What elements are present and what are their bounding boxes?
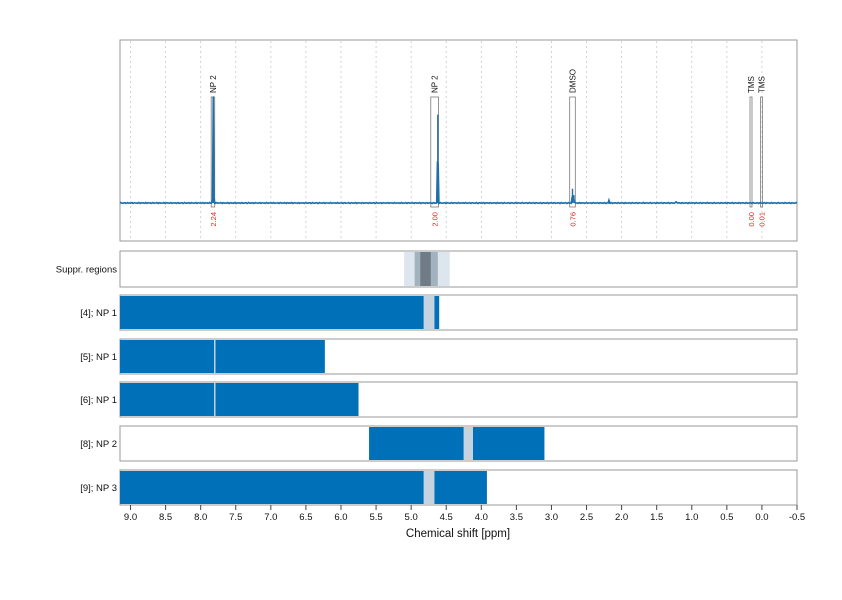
peak-label: TMS (747, 76, 756, 93)
row-label: [8]; NP 2 (80, 439, 117, 450)
peak-box (760, 96, 763, 208)
row-label: [6]; NP 1 (80, 395, 117, 406)
row-gap (423, 296, 435, 329)
integral-label: 2.24 (209, 212, 218, 227)
integration-rows: [4]; NP 1 [5]; NP 1 [6]; NP 1 [8]; NP 2 [9];… (80, 294, 798, 506)
x-tick-label: 2.5 (580, 512, 593, 523)
row-frame (119, 425, 798, 462)
suppression-label: Suppr. regions (56, 265, 118, 276)
x-tick-label: 8.5 (159, 512, 172, 523)
integral-label: 0.76 (569, 212, 578, 227)
x-tick-label: 9.0 (124, 512, 137, 523)
x-tick-label: 3.0 (545, 512, 558, 523)
x-tick-label: 2.0 (615, 512, 628, 523)
peak-box (569, 96, 576, 208)
x-axis-label: Chemical shift [ppm] (406, 528, 510, 540)
row-label: [5]; NP 1 (80, 352, 117, 363)
row-bar (434, 296, 440, 329)
row-gap (463, 427, 473, 460)
row-bar (369, 427, 464, 460)
suppression-frame (119, 250, 798, 288)
row-label: [4]; NP 1 (80, 308, 117, 319)
peak-label: NP 2 (209, 75, 218, 93)
row-bar (434, 471, 487, 504)
x-tick-label: 6.0 (334, 512, 347, 523)
row-bar (120, 296, 424, 329)
peak-label: NP 2 (431, 75, 440, 93)
row-bar (472, 427, 545, 460)
x-tick-label: 5.5 (369, 512, 382, 523)
x-tick-label: 1.5 (650, 512, 663, 523)
row-gap (423, 471, 435, 504)
row-gap (214, 383, 216, 416)
spectrum-frame (119, 39, 798, 242)
x-axis: 9.0 8.5 8.0 7.5 7.0 6.5 6.0 5.5 5.0 4.5 4.0 3.5 3.0 2… (124, 505, 805, 523)
x-tick-label: 1.0 (685, 512, 698, 523)
row-bar (120, 471, 424, 504)
x-tick-label: -0.5 (789, 512, 805, 523)
spectrum-panel: NP 2 2.24 NP 2 2.00 DMSO 0.76 TMS 0.00 TMS 0.01 (119, 39, 798, 242)
row-gap (214, 340, 216, 373)
peak-label: DMSO (569, 69, 578, 93)
peak-box (749, 96, 753, 208)
spectrum-trace (119, 96, 798, 205)
x-tick-label: 0.0 (755, 512, 768, 523)
row-bar (120, 383, 359, 416)
x-tick-label: 8.0 (194, 512, 207, 523)
peak-label: TMS (758, 76, 767, 93)
x-tick-label: 3.5 (510, 512, 523, 523)
x-tick-label: 0.5 (720, 512, 733, 523)
x-tick-label: 7.0 (264, 512, 277, 523)
x-tick-label: 4.0 (475, 512, 488, 523)
grid-lines (130, 41, 763, 240)
peak-box (430, 96, 439, 208)
x-tick-label: 6.5 (299, 512, 312, 523)
x-tick-label: 4.5 (440, 512, 453, 523)
x-tick-label: 5.0 (405, 512, 418, 523)
suppression-panel: Suppr. regions (56, 250, 798, 288)
integral-label: 2.00 (431, 212, 440, 227)
integral-label: 0.00 (747, 212, 756, 227)
row-label: [9]; NP 3 (80, 483, 117, 494)
x-tick-label: 7.5 (229, 512, 242, 523)
row-bar (120, 340, 325, 373)
suppression-region-inner (420, 252, 431, 286)
integral-label: 0.01 (758, 212, 767, 227)
